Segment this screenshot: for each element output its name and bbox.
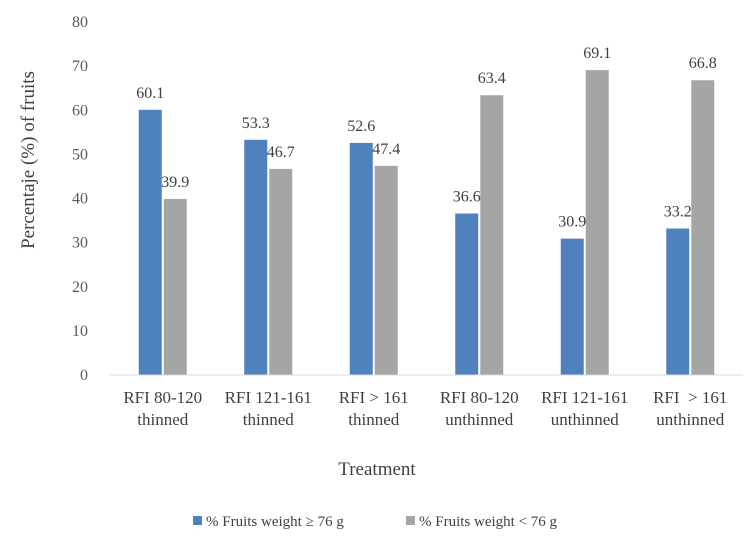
data-label: 63.4 [478,70,506,87]
bars [138,70,715,376]
data-label: 30.9 [558,214,586,231]
legend-label: % Fruits weight ≥ 76 g [206,514,344,530]
bar [244,139,268,375]
x-tick-label: RFI > 161 [653,388,727,407]
x-tick-label: RFI > 161 [339,388,409,407]
bar [666,228,690,375]
x-tick-label: RFI 121-161 [541,388,628,407]
x-tick-label: unthinned [656,410,724,429]
data-label: 69.1 [583,45,611,62]
legend-label: % Fruits weight < 76 g [419,514,558,530]
y-tick-label: 10 [72,323,88,340]
data-label: 53.3 [242,115,270,132]
y-tick-label: 20 [72,279,88,296]
x-axis-title: Treatment [338,459,416,480]
data-label: 47.4 [372,141,400,158]
data-label: 52.6 [347,118,375,135]
legend-swatch [193,516,202,525]
legend-swatch [406,516,415,525]
bar [455,213,479,375]
data-label: 39.9 [161,174,189,191]
bar [349,142,373,375]
x-axis-category-labels: RFI 80-120 thinned RFI 121-161 thinned RFI >… [123,388,727,429]
x-tick-label: unthinned [551,410,619,429]
y-axis-ticks: 0 10 20 30 40 50 60 70 80 [72,14,88,384]
data-label: 33.2 [664,204,692,221]
y-tick-label: 80 [72,14,88,31]
data-labels: 60.1 53.3 52.6 36.6 30.9 33.2 39.9 46.7 47.4 63.4… [136,45,717,231]
x-tick-label: unthinned [445,410,513,429]
bar [138,109,162,375]
y-tick-label: 40 [72,191,88,208]
bar [480,95,504,375]
data-label: 66.8 [689,55,717,72]
bar [560,238,584,375]
data-label: 60.1 [136,85,164,102]
data-label: 36.6 [453,189,481,206]
x-tick-label: RFI 121-161 [225,388,312,407]
bar [269,168,293,375]
bar [691,80,715,376]
y-tick-label: 0 [80,367,88,384]
x-tick-label: thinned [348,410,399,429]
bar [374,165,398,375]
x-tick-label: RFI 80-120 [123,388,202,407]
y-axis-title: Percentaje (%) of fruits [18,71,39,249]
x-tick-label: RFI 80-120 [440,388,519,407]
y-tick-label: 50 [72,146,88,163]
bar [163,198,187,375]
x-tick-label: thinned [243,410,294,429]
data-label: 46.7 [267,144,295,161]
bar [585,70,609,375]
y-tick-label: 70 [72,58,88,75]
legend: % Fruits weight ≥ 76 g % Fruits weight < … [193,514,558,530]
x-tick-label: thinned [137,410,188,429]
y-tick-label: 60 [72,102,88,119]
y-tick-label: 30 [72,235,88,252]
